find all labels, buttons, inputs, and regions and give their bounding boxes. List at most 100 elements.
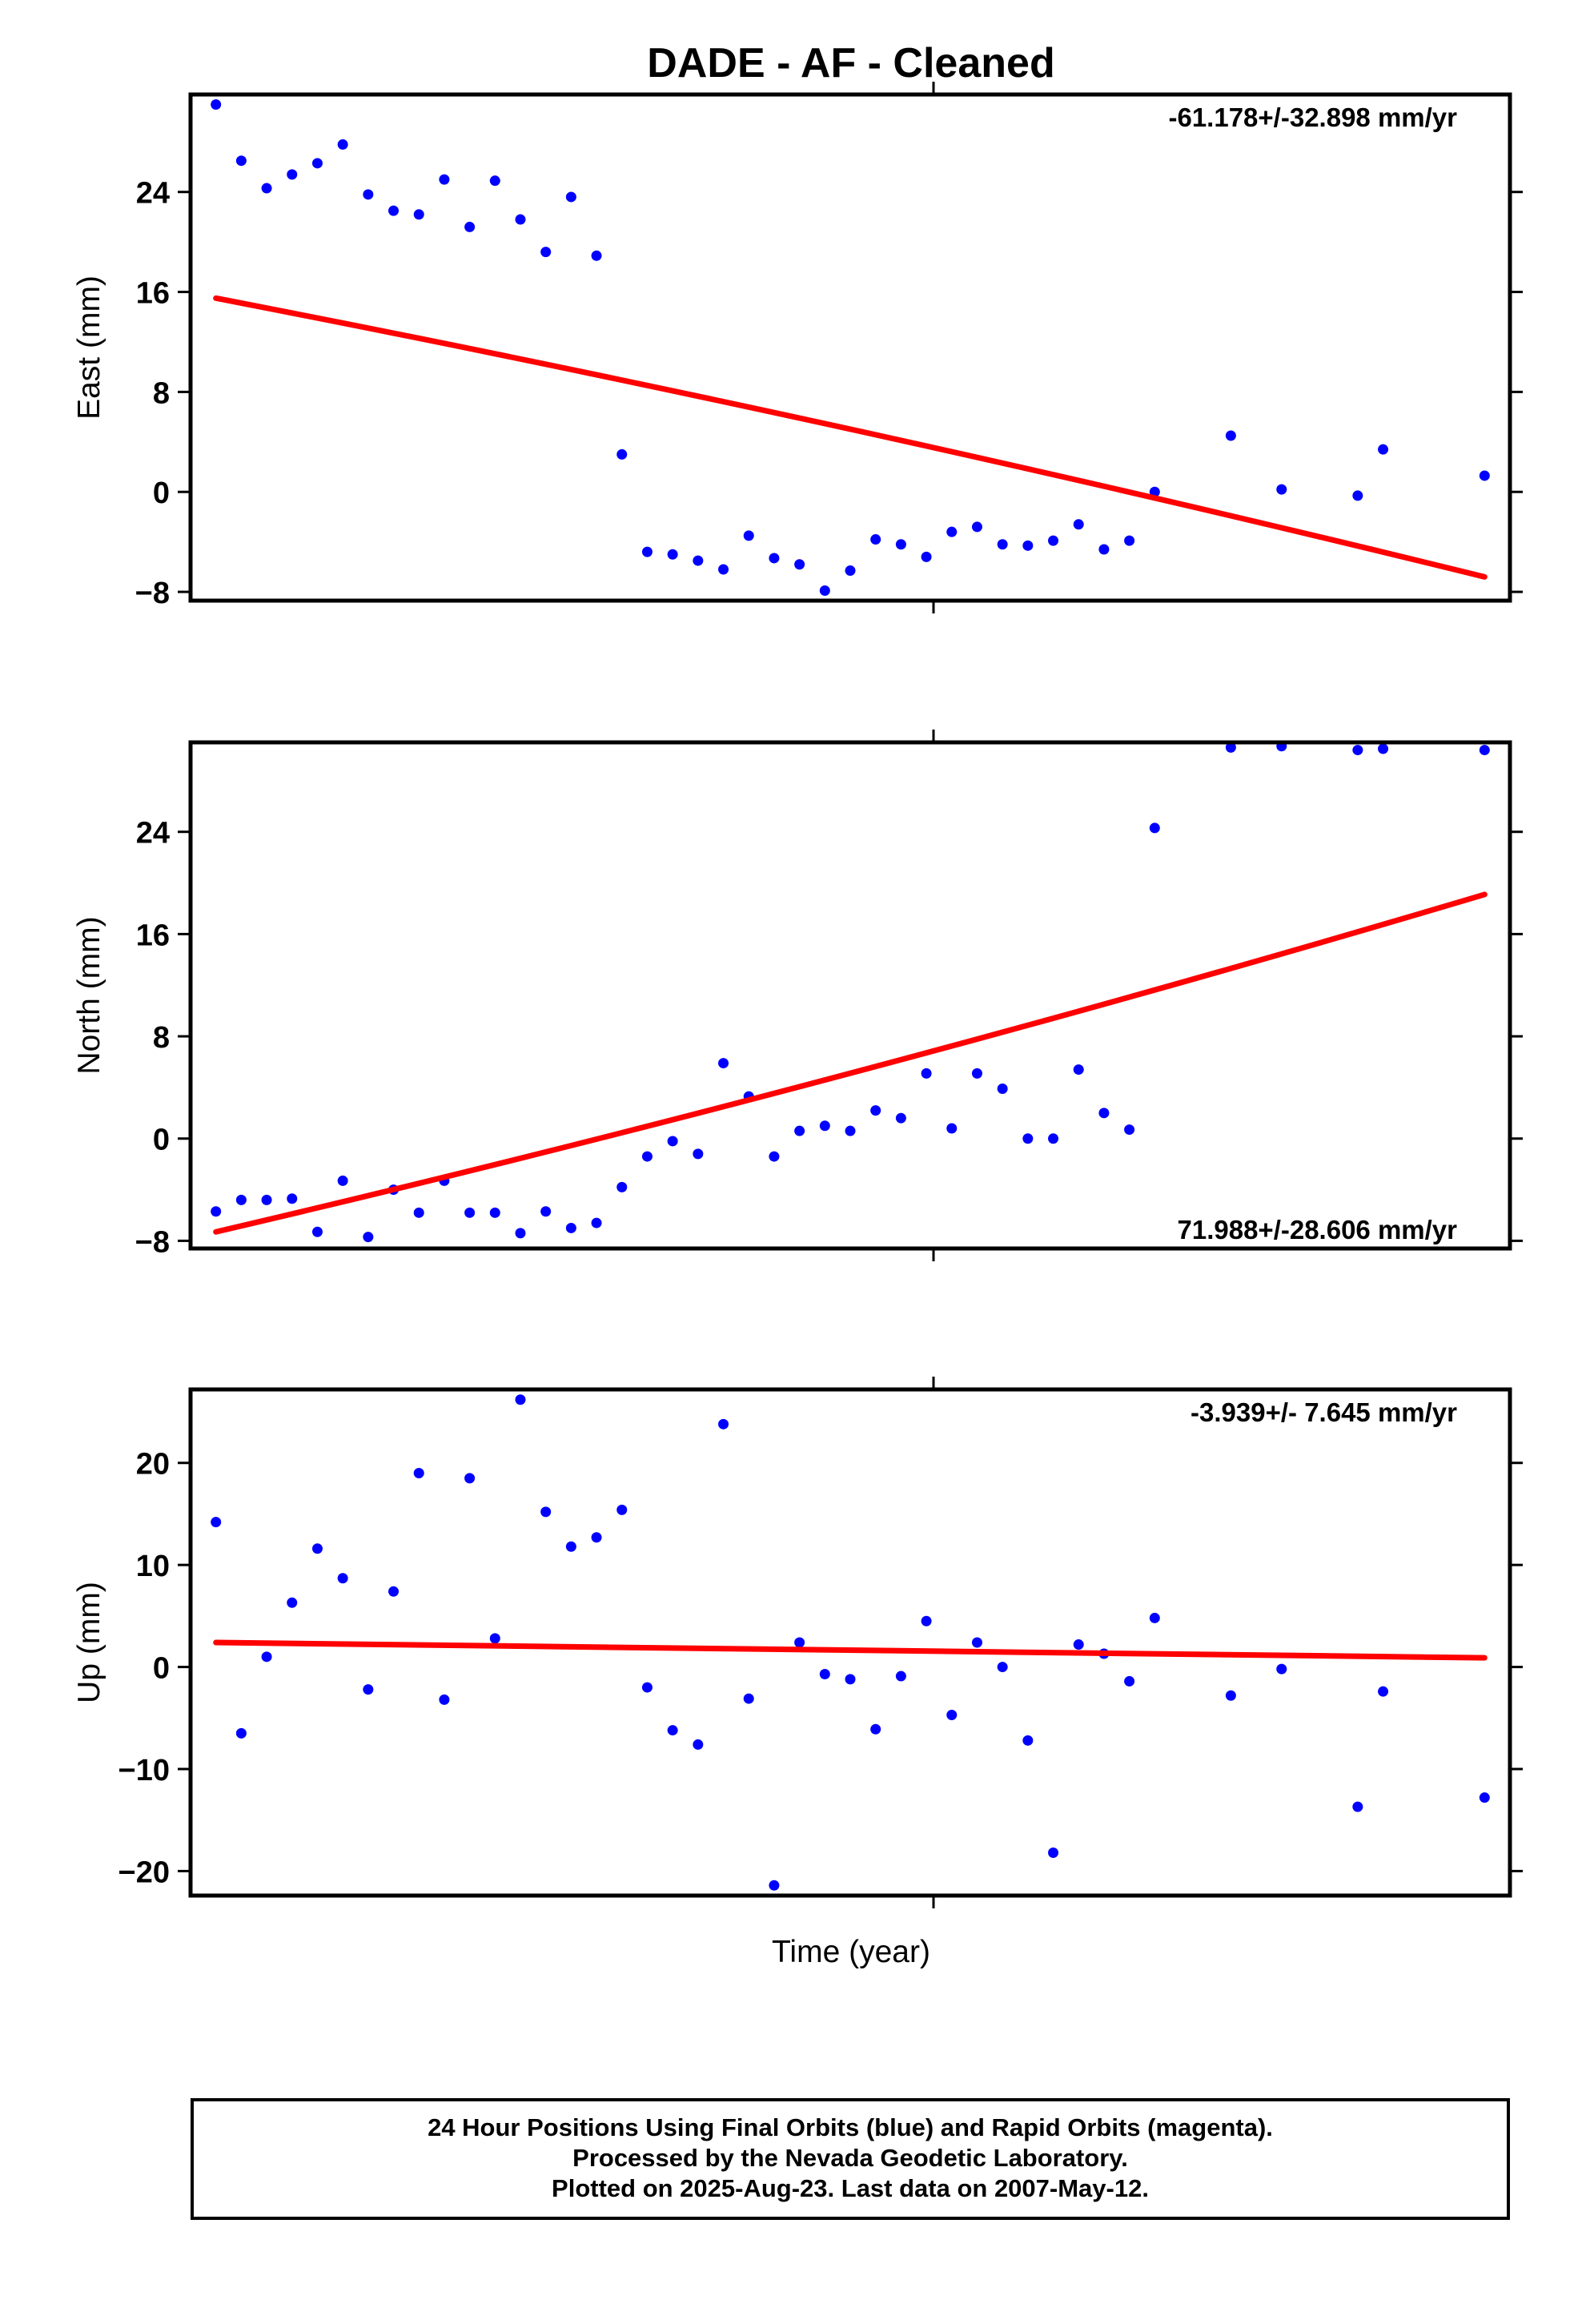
data-point bbox=[870, 1105, 881, 1116]
data-point bbox=[261, 1651, 272, 1663]
trend-line bbox=[213, 1639, 1488, 1661]
data-point bbox=[1048, 1133, 1059, 1144]
data-point bbox=[363, 1232, 374, 1243]
footer-line-3: Plotted on 2025-Aug-23. Last data on 200… bbox=[552, 2174, 1149, 2202]
data-point bbox=[540, 1506, 552, 1518]
data-point bbox=[1276, 484, 1287, 495]
data-point bbox=[337, 139, 348, 150]
data-point bbox=[515, 1394, 526, 1405]
data-point bbox=[743, 1693, 754, 1704]
data-point bbox=[489, 1207, 500, 1218]
data-point bbox=[261, 1194, 272, 1205]
data-point bbox=[845, 1125, 856, 1136]
data-point bbox=[1048, 1847, 1059, 1858]
y-tick-label: 24 bbox=[136, 817, 170, 850]
data-point bbox=[1378, 444, 1389, 455]
y-tick-label: −8 bbox=[135, 1225, 170, 1259]
data-point bbox=[1124, 535, 1135, 546]
data-point bbox=[743, 530, 754, 541]
data-point bbox=[363, 1684, 374, 1695]
data-point bbox=[693, 555, 704, 566]
data-point bbox=[591, 1217, 602, 1228]
data-point bbox=[769, 1151, 780, 1162]
data-point bbox=[616, 1181, 628, 1192]
data-point bbox=[388, 205, 400, 216]
data-point bbox=[667, 1725, 678, 1736]
data-point bbox=[921, 1068, 932, 1079]
data-point bbox=[845, 565, 856, 577]
plot-frame bbox=[188, 92, 1512, 603]
y-tick-label: −10 bbox=[118, 1754, 170, 1787]
rate-annotation: 71.988+/-28.606 mm/yr bbox=[1177, 1215, 1457, 1244]
y-tick-label: 0 bbox=[153, 1652, 170, 1686]
data-point bbox=[540, 247, 552, 258]
data-point bbox=[211, 1206, 222, 1217]
data-point bbox=[693, 1148, 704, 1160]
data-point bbox=[1022, 540, 1034, 551]
data-point bbox=[1098, 1108, 1110, 1119]
data-point bbox=[311, 158, 323, 169]
y-tick-label: 0 bbox=[153, 1124, 170, 1157]
data-point bbox=[1225, 1690, 1236, 1701]
data-point bbox=[413, 209, 424, 220]
data-point bbox=[1098, 544, 1110, 555]
data-point bbox=[693, 1739, 704, 1750]
data-point bbox=[1479, 1792, 1490, 1803]
data-point bbox=[235, 1727, 247, 1739]
data-point bbox=[641, 1682, 652, 1693]
y-tick-label: 0 bbox=[153, 476, 170, 510]
data-point bbox=[895, 1671, 906, 1682]
data-point bbox=[311, 1226, 323, 1237]
data-point bbox=[667, 1136, 678, 1147]
footer-line-1: 24 Hour Positions Using Final Orbits (bl… bbox=[428, 2113, 1273, 2141]
data-point bbox=[235, 1194, 247, 1205]
data-point bbox=[641, 546, 652, 557]
panel-up: −20 −10 0 10 20 Up (mm) -3.939+/- 7.645 mm/yr bbox=[72, 1377, 1523, 1908]
data-point bbox=[413, 1207, 424, 1218]
data-point bbox=[439, 1694, 450, 1705]
data-point bbox=[946, 1123, 958, 1134]
data-point bbox=[464, 1207, 476, 1218]
data-point bbox=[794, 559, 805, 570]
data-point bbox=[1022, 1133, 1034, 1144]
data-point bbox=[1479, 745, 1490, 756]
y-tick-label: 24 bbox=[136, 177, 170, 211]
data-point bbox=[921, 1615, 932, 1626]
data-point bbox=[1124, 1675, 1135, 1687]
data-point bbox=[540, 1206, 552, 1217]
data-point bbox=[363, 189, 374, 200]
data-point bbox=[1022, 1735, 1034, 1746]
data-point bbox=[870, 534, 881, 545]
y-tick-label: 8 bbox=[153, 376, 170, 410]
data-point bbox=[287, 1193, 298, 1204]
data-point bbox=[971, 1637, 982, 1648]
data-point bbox=[616, 448, 628, 460]
trend-line bbox=[213, 295, 1488, 580]
data-point bbox=[895, 539, 906, 550]
chart-title: DADE - AF - Cleaned bbox=[647, 40, 1054, 86]
data-point bbox=[1352, 1801, 1363, 1812]
data-point bbox=[971, 521, 982, 533]
data-point bbox=[819, 1120, 830, 1132]
y-tick-label: 20 bbox=[136, 1448, 170, 1482]
data-point bbox=[1124, 1124, 1135, 1136]
data-point bbox=[921, 551, 932, 562]
data-point bbox=[287, 1597, 298, 1608]
y-tick-label: 16 bbox=[136, 919, 170, 952]
data-point bbox=[997, 1662, 1008, 1673]
data-point bbox=[845, 1674, 856, 1685]
data-point bbox=[819, 585, 830, 597]
data-point bbox=[565, 1541, 576, 1552]
data-point bbox=[1073, 1639, 1084, 1651]
data-point bbox=[1276, 1663, 1287, 1675]
plot-frame bbox=[188, 740, 1512, 1251]
data-point bbox=[565, 1222, 576, 1233]
y-tick-label: 16 bbox=[136, 277, 170, 311]
data-point bbox=[1378, 1686, 1389, 1697]
data-point bbox=[439, 174, 450, 185]
y-tick-label: −20 bbox=[118, 1856, 170, 1889]
data-point bbox=[311, 1543, 323, 1554]
data-point bbox=[211, 99, 222, 110]
data-point bbox=[718, 1418, 729, 1429]
